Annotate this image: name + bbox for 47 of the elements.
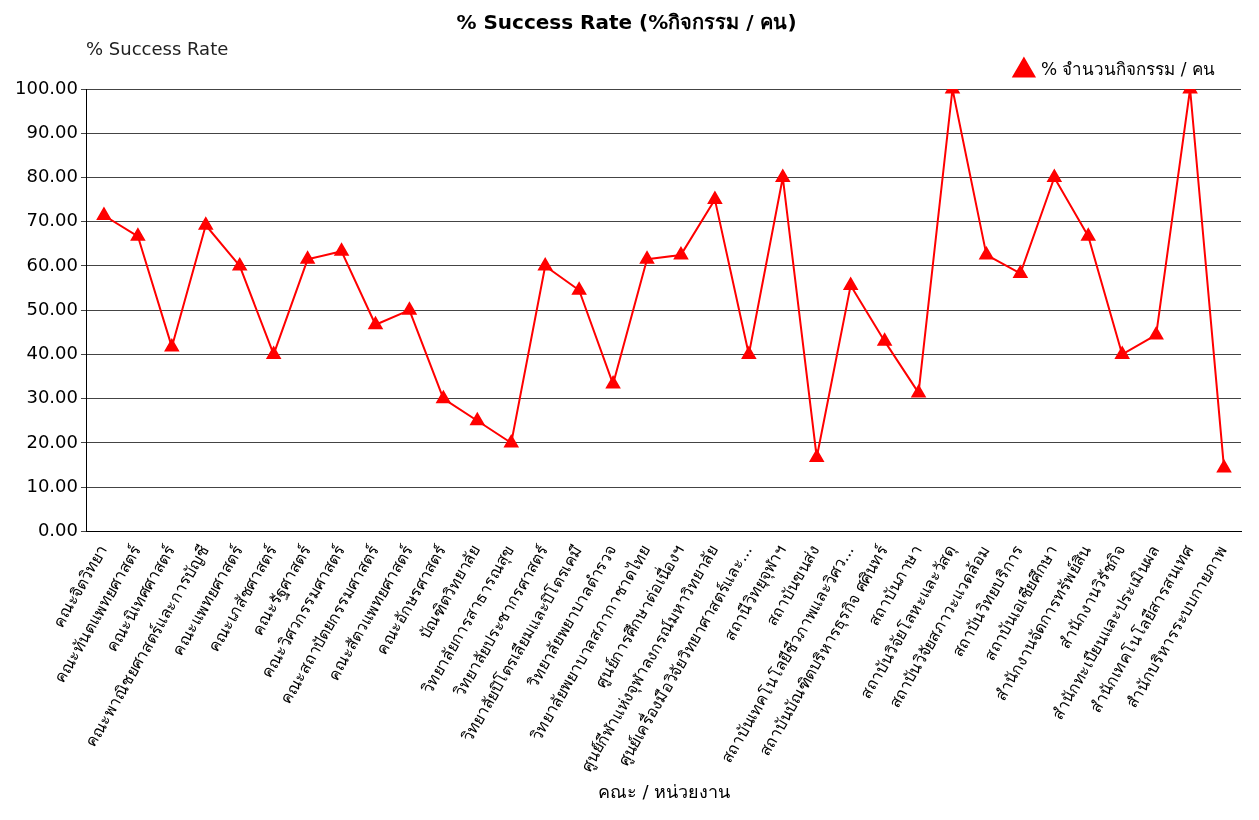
point xyxy=(707,191,722,205)
point xyxy=(741,346,756,359)
y-tick-label: 80.00 xyxy=(26,165,78,187)
point xyxy=(130,228,145,241)
point xyxy=(572,282,587,295)
point xyxy=(470,412,485,426)
point xyxy=(1047,169,1062,182)
y-tick-label: 50.00 xyxy=(26,297,78,319)
point xyxy=(809,449,824,462)
point xyxy=(843,277,858,290)
point xyxy=(538,257,553,271)
y-tick-label: 0.00 xyxy=(37,519,78,541)
y-tick-label: 70.00 xyxy=(26,209,78,231)
y-tick-label: 90.00 xyxy=(26,120,78,142)
point xyxy=(606,376,621,389)
point xyxy=(673,246,689,260)
point xyxy=(1013,265,1028,278)
chart-title: % Success Rate (%กิจกรรม / คน) xyxy=(456,10,797,35)
point xyxy=(436,390,451,404)
point xyxy=(979,246,994,260)
point xyxy=(232,257,247,271)
point xyxy=(775,169,790,182)
y-tick-label: 100.00 xyxy=(15,76,78,98)
x-axis-title: คณะ / หน่วยงาน xyxy=(597,780,731,802)
point xyxy=(198,217,213,230)
y-tick-label: 10.00 xyxy=(26,474,78,496)
point xyxy=(1216,460,1232,473)
legend-label: % จำนวนกิจกรรม / คน xyxy=(1040,58,1215,79)
y-tick-label: 60.00 xyxy=(26,253,78,275)
y-tick-label: 40.00 xyxy=(26,342,78,364)
point xyxy=(911,384,926,398)
point xyxy=(300,251,315,264)
point xyxy=(368,316,383,330)
point xyxy=(334,243,349,256)
y-tick-label: 30.00 xyxy=(26,386,78,408)
point xyxy=(877,333,892,346)
point xyxy=(639,251,655,264)
point xyxy=(164,338,179,352)
point xyxy=(1081,228,1096,241)
point xyxy=(1115,346,1130,359)
point xyxy=(96,207,112,221)
point xyxy=(402,302,417,315)
point xyxy=(266,346,281,359)
point xyxy=(1149,326,1164,340)
point xyxy=(504,434,519,448)
y-tick-label: 20.00 xyxy=(26,430,78,452)
y-axis-title: % Success Rate xyxy=(86,37,229,59)
